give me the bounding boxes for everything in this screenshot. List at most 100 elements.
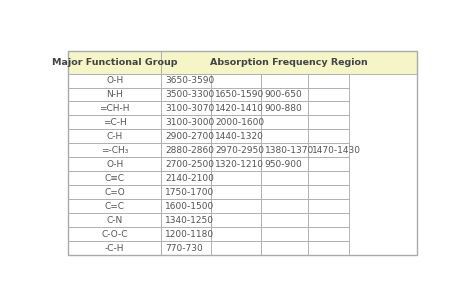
- Bar: [161, 116, 211, 129]
- Text: 770-730: 770-730: [165, 244, 203, 253]
- Bar: [68, 199, 161, 213]
- Bar: [309, 213, 349, 227]
- Text: 2700-2500: 2700-2500: [165, 160, 214, 169]
- Bar: [161, 73, 211, 88]
- Text: -C-H: -C-H: [105, 244, 124, 253]
- Bar: [211, 143, 261, 157]
- Bar: [309, 227, 349, 241]
- Bar: [261, 129, 309, 143]
- Bar: [309, 73, 349, 88]
- Bar: [211, 88, 261, 101]
- Bar: [309, 199, 349, 213]
- Text: 1440-1320: 1440-1320: [215, 132, 264, 141]
- Text: Absorption Frequency Region: Absorption Frequency Region: [210, 58, 368, 67]
- Text: 1420-1410: 1420-1410: [215, 104, 264, 113]
- Bar: [211, 101, 261, 116]
- Bar: [161, 51, 418, 73]
- Text: 2140-2100: 2140-2100: [165, 174, 214, 183]
- Bar: [309, 171, 349, 185]
- Bar: [261, 116, 309, 129]
- Text: C-H: C-H: [107, 132, 123, 141]
- Bar: [161, 185, 211, 199]
- Bar: [161, 241, 211, 255]
- Text: C=O: C=O: [104, 188, 125, 197]
- Bar: [211, 157, 261, 171]
- Bar: [68, 101, 161, 116]
- Text: 900-880: 900-880: [265, 104, 302, 113]
- Text: 1600-1500: 1600-1500: [165, 202, 214, 211]
- Bar: [211, 129, 261, 143]
- Text: 1200-1180: 1200-1180: [165, 230, 214, 239]
- Text: 950-900: 950-900: [265, 160, 302, 169]
- Bar: [261, 143, 309, 157]
- Text: 1340-1250: 1340-1250: [165, 216, 214, 225]
- Text: C-O-C: C-O-C: [101, 230, 128, 239]
- Bar: [261, 227, 309, 241]
- Text: 1320-1210: 1320-1210: [215, 160, 264, 169]
- Text: 3650-3590: 3650-3590: [165, 76, 214, 85]
- Bar: [309, 157, 349, 171]
- Bar: [309, 185, 349, 199]
- Text: =-CH₃: =-CH₃: [101, 146, 128, 155]
- Bar: [309, 143, 349, 157]
- Text: 2970-2950: 2970-2950: [215, 146, 264, 155]
- Bar: [211, 73, 261, 88]
- Bar: [309, 116, 349, 129]
- Bar: [68, 143, 161, 157]
- Text: 900-650: 900-650: [265, 90, 302, 99]
- Bar: [211, 241, 261, 255]
- Text: O-H: O-H: [106, 76, 123, 85]
- Text: Major Functional Group: Major Functional Group: [52, 58, 177, 67]
- Bar: [261, 157, 309, 171]
- Bar: [211, 227, 261, 241]
- Bar: [161, 157, 211, 171]
- Text: C≡C: C≡C: [105, 174, 125, 183]
- Text: 1750-1700: 1750-1700: [165, 188, 214, 197]
- Text: 2880-2860: 2880-2860: [165, 146, 214, 155]
- Bar: [261, 88, 309, 101]
- Bar: [309, 88, 349, 101]
- Bar: [68, 51, 161, 73]
- Text: C=C: C=C: [105, 202, 125, 211]
- Bar: [68, 157, 161, 171]
- Bar: [161, 129, 211, 143]
- Bar: [161, 88, 211, 101]
- Bar: [211, 171, 261, 185]
- Bar: [261, 213, 309, 227]
- Text: O-H: O-H: [106, 160, 123, 169]
- Bar: [68, 73, 161, 88]
- Bar: [68, 116, 161, 129]
- Bar: [261, 241, 309, 255]
- Bar: [309, 101, 349, 116]
- Bar: [309, 129, 349, 143]
- Bar: [211, 185, 261, 199]
- Text: C-N: C-N: [107, 216, 123, 225]
- Bar: [161, 171, 211, 185]
- Bar: [68, 88, 161, 101]
- Bar: [161, 227, 211, 241]
- Bar: [68, 129, 161, 143]
- Text: 3100-3000: 3100-3000: [165, 118, 214, 127]
- Bar: [211, 199, 261, 213]
- Bar: [261, 171, 309, 185]
- Bar: [211, 213, 261, 227]
- Bar: [68, 171, 161, 185]
- Text: 1470-1430: 1470-1430: [312, 146, 361, 155]
- Text: 2000-1600: 2000-1600: [215, 118, 264, 127]
- Bar: [161, 143, 211, 157]
- Bar: [211, 116, 261, 129]
- Bar: [68, 51, 418, 255]
- Bar: [68, 185, 161, 199]
- Bar: [161, 101, 211, 116]
- Bar: [161, 199, 211, 213]
- Bar: [261, 199, 309, 213]
- Bar: [309, 241, 349, 255]
- Text: 3100-3070: 3100-3070: [165, 104, 214, 113]
- Text: 1380-1370: 1380-1370: [265, 146, 314, 155]
- Text: =CH-H: =CH-H: [100, 104, 130, 113]
- Bar: [68, 213, 161, 227]
- Bar: [261, 73, 309, 88]
- Text: =C-H: =C-H: [103, 118, 127, 127]
- Bar: [68, 241, 161, 255]
- Bar: [261, 185, 309, 199]
